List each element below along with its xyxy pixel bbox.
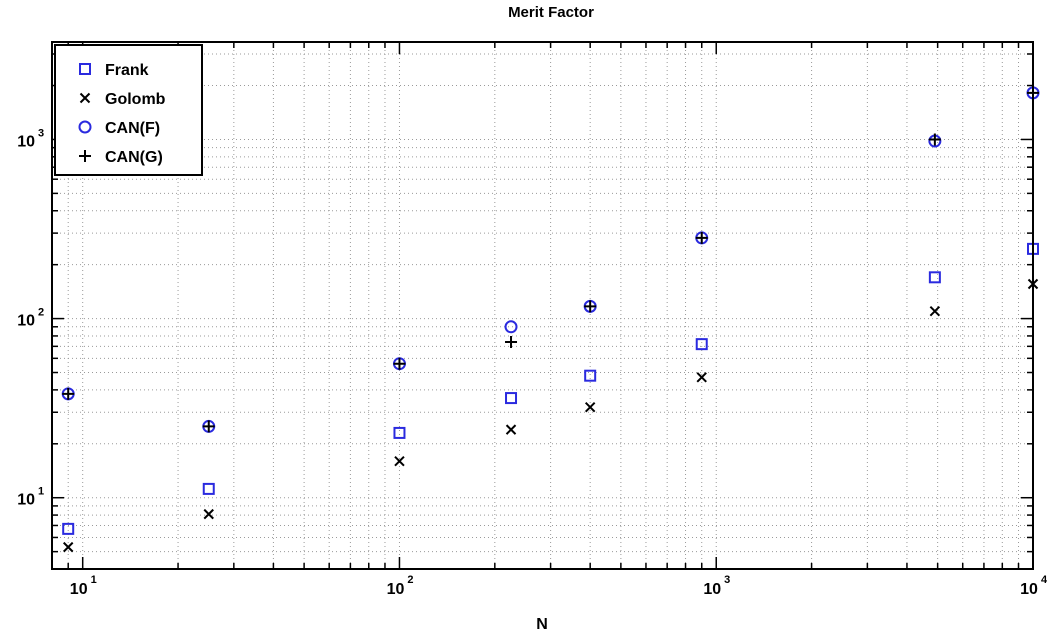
data-point bbox=[203, 508, 214, 520]
x-tick-label-exponent: 1 bbox=[91, 574, 97, 586]
series-golomb bbox=[62, 278, 1039, 553]
legend-marker bbox=[78, 120, 92, 134]
data-point bbox=[928, 133, 941, 146]
x-tick-label-exponent: 4 bbox=[1041, 574, 1047, 586]
data-point bbox=[504, 320, 518, 334]
x-tick-label-base: 10 bbox=[1020, 581, 1038, 598]
legend-marker bbox=[79, 150, 91, 162]
x-tick-label: 104 bbox=[1020, 574, 1047, 598]
data-point bbox=[393, 426, 406, 439]
data-point bbox=[695, 338, 708, 351]
data-point bbox=[505, 424, 517, 435]
x-tick-label: 101 bbox=[70, 574, 97, 598]
data-point bbox=[62, 522, 75, 535]
x-tick-label-base: 10 bbox=[703, 581, 721, 598]
data-point bbox=[696, 372, 707, 383]
y-tick-label-exponent: 2 bbox=[38, 307, 44, 319]
data-point bbox=[695, 231, 708, 244]
series-can-g bbox=[62, 86, 1039, 433]
x-axis-label: N bbox=[536, 616, 548, 633]
legend-label: CAN(F) bbox=[105, 120, 160, 137]
data-point bbox=[202, 420, 215, 433]
data-point bbox=[62, 387, 75, 400]
data-points bbox=[61, 86, 1040, 553]
x-tick-label-base: 10 bbox=[70, 581, 88, 598]
data-point bbox=[393, 357, 406, 370]
legend-entry: Frank bbox=[79, 62, 149, 79]
legend-entry: CAN(G) bbox=[79, 149, 163, 166]
y-tick-label-exponent: 3 bbox=[38, 127, 44, 139]
data-point bbox=[928, 271, 941, 284]
plot-area-frame bbox=[51, 41, 1034, 570]
y-tick-label: 10 2 bbox=[17, 307, 44, 330]
legend-entry: CAN(F) bbox=[78, 120, 160, 137]
legend-marker bbox=[79, 63, 91, 75]
data-point bbox=[584, 369, 597, 382]
legend-label: Golomb bbox=[105, 91, 166, 108]
data-point bbox=[505, 392, 518, 405]
legend-entry: Golomb bbox=[79, 91, 166, 108]
y-tick-label-exponent: 1 bbox=[38, 486, 44, 498]
legend-marker bbox=[79, 92, 91, 104]
y-tick-label-base: 10 bbox=[17, 313, 35, 330]
data-point bbox=[394, 455, 405, 467]
x-tick-label: 102 bbox=[387, 574, 414, 598]
data-point bbox=[62, 541, 74, 553]
legend-label: CAN(G) bbox=[105, 149, 163, 166]
data-point bbox=[584, 300, 597, 313]
data-point bbox=[929, 305, 941, 317]
x-tick-label-exponent: 3 bbox=[724, 574, 730, 586]
series-frank bbox=[62, 242, 1039, 535]
y-tick-label: 10 1 bbox=[17, 486, 44, 509]
x-tick-label-exponent: 2 bbox=[407, 574, 413, 586]
y-tick-label-base: 10 bbox=[17, 133, 35, 150]
data-point bbox=[505, 336, 518, 349]
x-tick-label-base: 10 bbox=[387, 581, 405, 598]
x-tick-label: 103 bbox=[703, 574, 730, 598]
y-tick-label: 10 3 bbox=[17, 127, 44, 150]
data-point bbox=[584, 402, 596, 413]
chart-title: Merit Factor bbox=[508, 4, 594, 21]
legend: Frank Golomb CAN(F) CAN(G) bbox=[54, 44, 203, 176]
legend-label: Frank bbox=[105, 62, 149, 79]
data-point bbox=[202, 482, 215, 495]
y-tick-label-base: 10 bbox=[17, 492, 35, 509]
